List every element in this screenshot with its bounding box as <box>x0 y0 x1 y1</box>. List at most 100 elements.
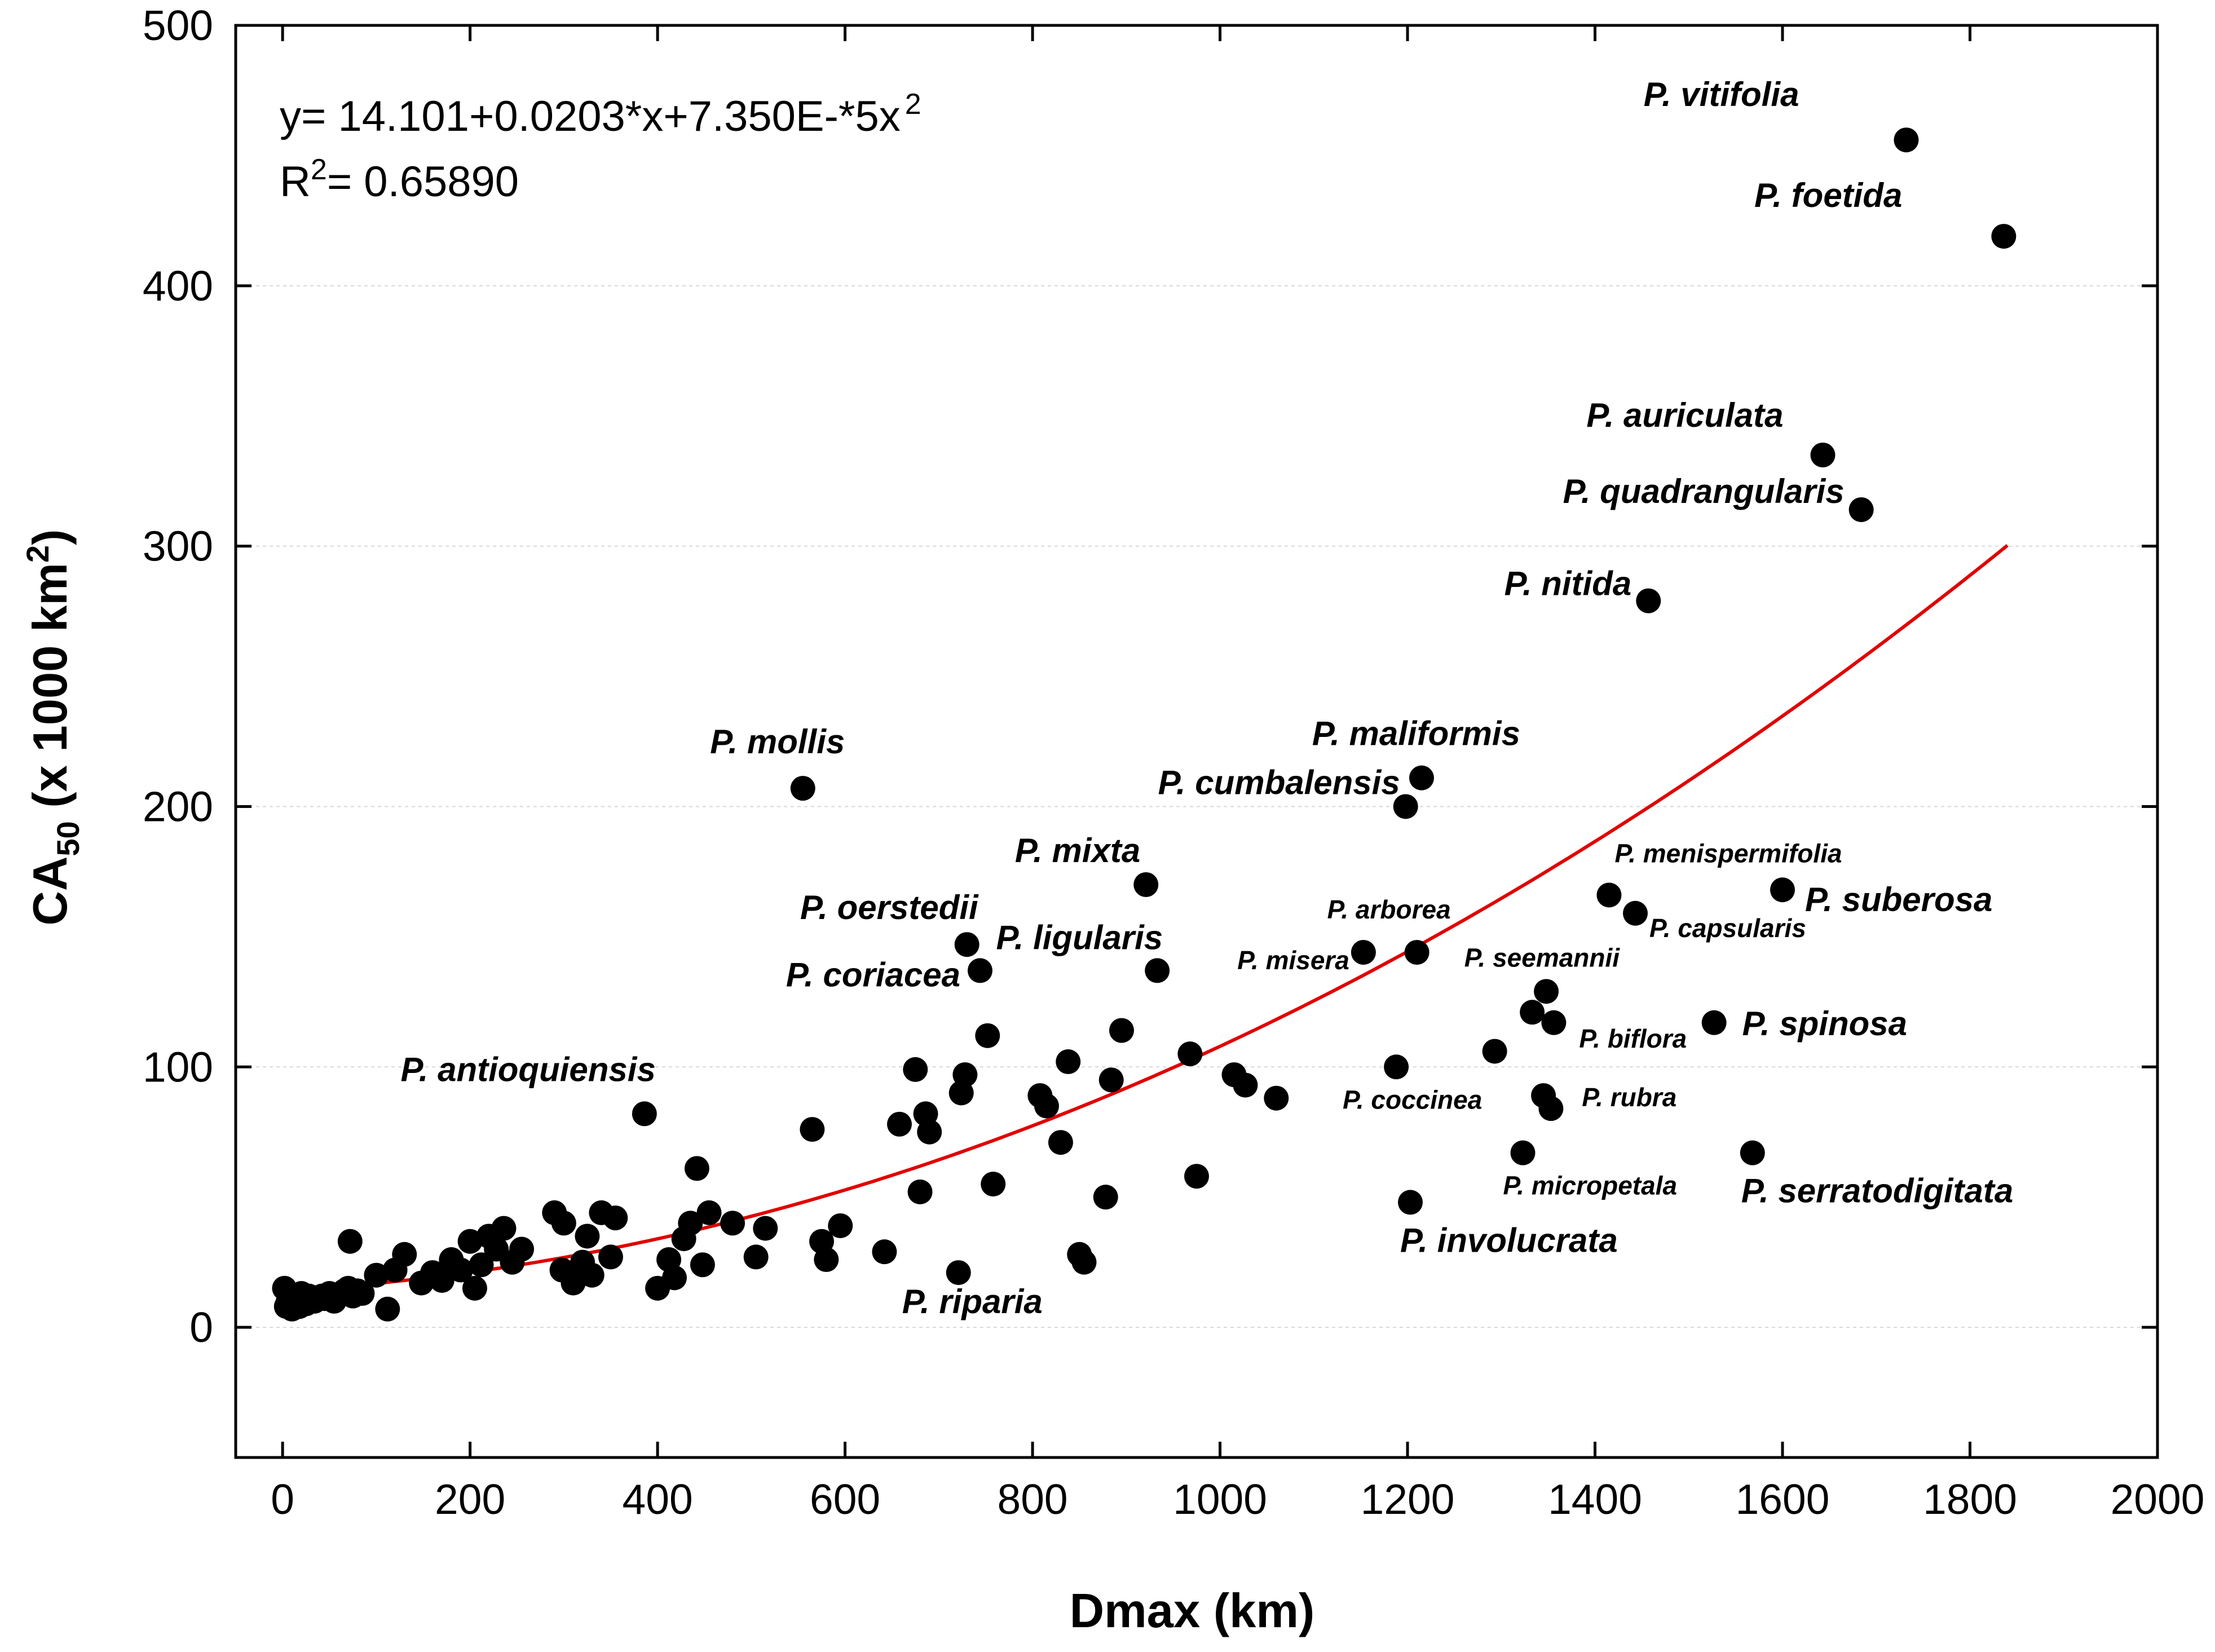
data-point <box>1109 1018 1135 1043</box>
r-squared: R2= 0.65890 <box>280 153 519 206</box>
x-tick-label: 200 <box>435 1476 505 1523</box>
axis-ticks: 0 100 200 300 400 500 0 200 400 600 800 1000 1200 140… <box>143 2 2205 1523</box>
species-label: P. capsularis <box>1649 913 1806 943</box>
species-label: P. suberosa <box>1805 881 1992 918</box>
data-point-labeled <box>1596 882 1622 908</box>
equation-superscript: 2 <box>905 88 921 121</box>
data-point-labeled <box>1384 1054 1409 1080</box>
data-point <box>952 1062 978 1088</box>
data-point-labeled <box>1398 1190 1423 1215</box>
data-point-labeled <box>946 1260 971 1286</box>
species-label: P. biflora <box>1579 1024 1687 1053</box>
data-point <box>457 1229 483 1254</box>
y-tick-label: 100 <box>143 1043 213 1090</box>
data-point <box>469 1252 494 1278</box>
data-point <box>1048 1130 1073 1155</box>
data-point-labeled <box>1534 979 1559 1004</box>
data-point <box>1184 1164 1209 1189</box>
data-point <box>887 1111 912 1137</box>
data-point-labeled <box>1701 1010 1727 1035</box>
species-label: P. seemannii <box>1464 943 1621 972</box>
x-tick-label: 1600 <box>1736 1476 1830 1523</box>
y-tick-label: 400 <box>143 262 213 310</box>
fit-curve <box>282 544 2009 1292</box>
data-point-labeled <box>1636 588 1661 613</box>
data-point-labeled <box>1538 1096 1564 1121</box>
species-label: P. quadrangularis <box>1563 472 1845 510</box>
x-tick-label: 1000 <box>1173 1476 1267 1523</box>
data-point-labeled <box>1145 958 1170 983</box>
data-point <box>907 1179 933 1204</box>
species-label: P. misera <box>1237 946 1349 975</box>
data-point <box>1177 1041 1203 1067</box>
data-point <box>551 1211 576 1236</box>
y-tick-label: 500 <box>143 2 213 49</box>
data-point-labeled <box>967 958 992 983</box>
species-label: P. arborea <box>1327 895 1451 924</box>
data-point <box>684 1156 709 1181</box>
species-label: P. mixta <box>1015 832 1140 869</box>
r2-value: = 0.65890 <box>327 158 519 206</box>
species-label: P. maliformis <box>1312 715 1520 753</box>
data-point-labeled <box>1848 497 1874 522</box>
data-point <box>350 1281 375 1306</box>
x-tick-label: 2000 <box>2111 1476 2205 1523</box>
species-label: P. menispermifolia <box>1614 838 1842 868</box>
y-axis-title: CA50 (x 1000 km2) <box>20 529 86 926</box>
data-point-labeled <box>1510 1140 1536 1165</box>
data-point <box>598 1244 623 1270</box>
data-point <box>872 1239 897 1265</box>
data-point <box>1482 1039 1507 1064</box>
species-label: P. mollis <box>710 723 845 761</box>
x-tick-label: 0 <box>271 1476 294 1523</box>
data-point <box>814 1247 839 1273</box>
x-tick-label: 400 <box>623 1476 693 1523</box>
x-tick-label: 800 <box>998 1476 1068 1523</box>
data-point <box>800 1117 825 1142</box>
data-point <box>337 1229 363 1254</box>
data-point-labeled <box>632 1101 657 1127</box>
data-point-labeled <box>1991 224 2017 249</box>
data-point-labeled <box>790 776 815 801</box>
species-label: P. serratodigitata <box>1741 1172 2013 1210</box>
data-point <box>1520 1000 1545 1025</box>
data-point <box>603 1205 628 1231</box>
data-point-labeled <box>1393 794 1418 819</box>
data-point <box>696 1200 722 1225</box>
data-point-labeled <box>1810 443 1835 467</box>
x-tick-label: 1400 <box>1548 1476 1642 1523</box>
r2-superscript: 2 <box>311 153 327 186</box>
data-point <box>575 1223 600 1249</box>
species-label: P. vitifolia <box>1644 76 1799 113</box>
y-title-subscript: 50 <box>50 821 86 856</box>
y-tick-label: 0 <box>189 1304 213 1351</box>
data-point <box>561 1270 586 1296</box>
x-tick-label: 600 <box>810 1476 880 1523</box>
data-point <box>828 1213 853 1238</box>
data-point <box>448 1257 473 1283</box>
data-point <box>462 1275 487 1301</box>
y-title-units: (x 1000 km <box>24 563 77 821</box>
data-point <box>364 1262 389 1288</box>
data-point <box>375 1296 400 1322</box>
species-label: P. micropetala <box>1503 1171 1678 1200</box>
r2-letter: R <box>280 158 311 206</box>
data-point-labeled <box>1409 765 1434 790</box>
species-label: P. coccinea <box>1343 1085 1482 1114</box>
data-point <box>753 1216 778 1241</box>
species-label: P. involucrata <box>1400 1221 1618 1259</box>
data-point <box>1233 1072 1258 1098</box>
species-label: P. cumbalensis <box>1158 763 1400 801</box>
data-point <box>1071 1249 1097 1275</box>
data-point-labeled <box>1404 940 1429 965</box>
species-label: P. nitida <box>1504 565 1632 603</box>
data-point-labeled <box>1351 940 1376 965</box>
species-label: P. spinosa <box>1742 1005 1907 1043</box>
data-point <box>903 1057 928 1082</box>
data-point <box>491 1216 517 1241</box>
data-point <box>662 1265 687 1291</box>
species-label: P. coriacea <box>786 956 960 993</box>
data-point <box>1056 1049 1081 1075</box>
fit-layer <box>282 544 2009 1292</box>
